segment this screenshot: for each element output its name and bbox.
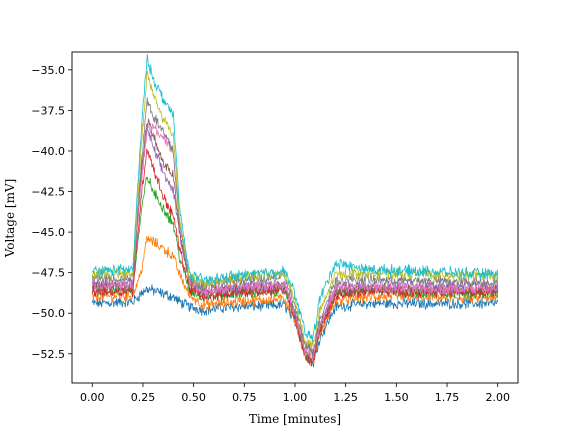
traces-layer [91, 54, 499, 368]
trace-series-6 [91, 118, 498, 364]
trace-series-10 [92, 54, 499, 343]
x-tick-label: 2.00 [485, 391, 510, 404]
trace-series-8 [91, 97, 499, 357]
y-tick-label: −40.0 [31, 145, 65, 158]
x-tick-label: 0.25 [131, 391, 156, 404]
trace-series-7 [91, 123, 499, 361]
y-axis: −35.0 −37.5 −40.0 −42.5 −45.0 −47.5 −50.0 −52.5 [31, 64, 72, 361]
y-tick-label: −37.5 [31, 104, 65, 117]
y-tick-label: −52.5 [31, 348, 65, 361]
x-axis: 0.00 0.25 0.50 0.75 1.00 1.25 1.50 1.75 2.00 [80, 383, 510, 404]
trace-series-2 [91, 235, 499, 366]
x-tick-label: 1.25 [333, 391, 358, 404]
x-tick-label: 1.75 [435, 391, 460, 404]
x-tick-label: 0.50 [181, 391, 206, 404]
x-tick-label: 1.00 [283, 391, 308, 404]
x-tick-label: 1.50 [384, 391, 409, 404]
x-tick-label: 0.75 [232, 391, 257, 404]
y-tick-label: −50.0 [31, 307, 65, 320]
y-tick-label: −35.0 [31, 64, 65, 77]
y-tick-label: −42.5 [31, 186, 65, 199]
y-tick-label: −45.0 [31, 226, 65, 239]
y-axis-label: Voltage [mV] [3, 179, 17, 259]
x-tick-label: 0.00 [80, 391, 105, 404]
trace-series-5 [91, 123, 499, 357]
y-tick-label: −47.5 [31, 267, 65, 280]
x-axis-label: Time [minutes] [249, 412, 341, 426]
